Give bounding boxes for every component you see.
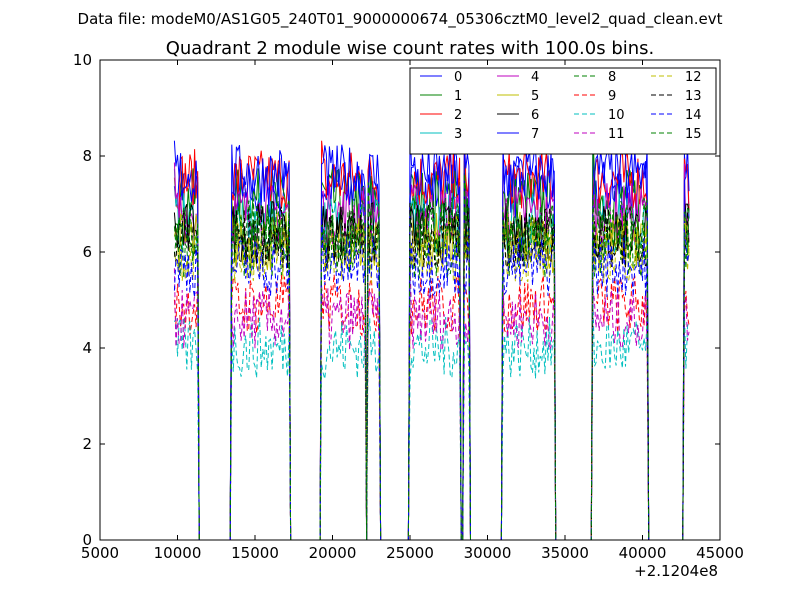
y-tick-label: 4 (82, 339, 92, 357)
x-tick-label: 35000 (541, 544, 589, 562)
series-line-11 (173, 261, 690, 541)
chart-title: Quadrant 2 module wise count rates with … (166, 38, 655, 59)
x-offset-label: +2.1204e8 (634, 562, 718, 580)
legend-label-6: 6 (531, 108, 539, 123)
y-tick-label: 6 (82, 243, 92, 261)
plot-lines (173, 129, 690, 541)
legend-label-8: 8 (608, 70, 616, 85)
y-tick-label: 2 (82, 435, 92, 453)
legend-label-7: 7 (531, 127, 539, 142)
x-tick-label: 5000 (81, 544, 119, 562)
legend-label-15: 15 (685, 127, 702, 142)
y-tick-label: 0 (82, 531, 92, 549)
series-line-7 (173, 140, 690, 541)
legend-label-9: 9 (608, 89, 616, 104)
legend-label-13: 13 (685, 89, 702, 104)
series-line-15 (173, 173, 690, 541)
x-tick-label: 30000 (464, 544, 512, 562)
x-tick-label: 45000 (696, 544, 744, 562)
series-line-8 (173, 216, 690, 541)
figure-suptitle: Data file: modeM0/AS1G05_240T01_90000006… (78, 10, 723, 29)
legend-label-5: 5 (531, 89, 539, 104)
x-tick-label: 10000 (154, 544, 202, 562)
axis-ticks: 5000 10000 15000 20000 25000 30000 35000 40000 4… (73, 51, 744, 562)
series-line-9 (173, 274, 690, 541)
series-line-6 (173, 173, 690, 541)
legend-label-2: 2 (454, 108, 462, 123)
legend-label-11: 11 (608, 127, 625, 142)
legend-label-3: 3 (454, 127, 462, 142)
x-tick-label: 25000 (386, 544, 434, 562)
x-tick-label: 15000 (231, 544, 279, 562)
y-tick-label: 10 (73, 51, 92, 69)
legend-label-4: 4 (531, 70, 539, 85)
legend-label-0: 0 (454, 70, 462, 85)
legend-label-10: 10 (608, 108, 625, 123)
legend-box (409, 67, 717, 155)
series-line-14 (173, 213, 690, 541)
legend-label-1: 1 (454, 89, 462, 104)
x-tick-label: 40000 (619, 544, 667, 562)
legend-label-14: 14 (685, 108, 702, 123)
y-tick-label: 8 (82, 147, 92, 165)
legend-label-12: 12 (685, 70, 702, 85)
x-tick-label: 20000 (309, 544, 357, 562)
series-line-10 (173, 296, 690, 541)
